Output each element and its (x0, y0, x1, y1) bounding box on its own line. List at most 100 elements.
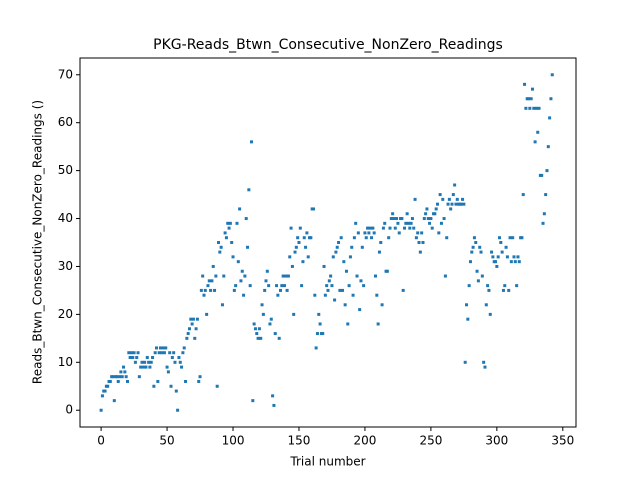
point (412, 226, 416, 230)
point (418, 250, 422, 254)
point (268, 322, 272, 326)
point (511, 236, 515, 240)
point (480, 274, 484, 278)
point (184, 379, 188, 383)
point (311, 207, 315, 211)
point (487, 288, 491, 292)
point (501, 288, 505, 292)
point (504, 245, 508, 249)
point (301, 260, 305, 264)
point (359, 279, 363, 283)
point (305, 231, 309, 235)
point (177, 356, 181, 360)
point (111, 375, 115, 379)
point (322, 264, 326, 268)
point (433, 212, 437, 216)
point (223, 231, 227, 235)
point (265, 269, 269, 273)
point (141, 365, 145, 369)
point (326, 288, 330, 292)
point (375, 293, 379, 297)
point (242, 293, 246, 297)
point (354, 221, 358, 225)
point (122, 365, 126, 369)
point (463, 360, 467, 364)
point (524, 106, 528, 110)
point (220, 303, 224, 307)
point (508, 236, 512, 240)
point (115, 375, 119, 379)
point (206, 284, 210, 288)
point (479, 250, 483, 254)
point (153, 351, 157, 355)
point (123, 370, 127, 374)
point (545, 169, 549, 173)
point (269, 317, 273, 321)
point (420, 231, 424, 235)
point (148, 365, 152, 369)
point (497, 236, 501, 240)
point (494, 260, 498, 264)
point (186, 332, 190, 336)
point (409, 221, 413, 225)
point (482, 360, 486, 364)
point (207, 279, 211, 283)
point (388, 226, 392, 230)
point (343, 303, 347, 307)
point (290, 264, 294, 268)
point (339, 236, 343, 240)
point (534, 106, 538, 110)
point (426, 217, 430, 221)
point (292, 312, 296, 316)
point (156, 379, 160, 383)
point (447, 197, 451, 201)
point (466, 317, 470, 321)
point (425, 207, 429, 211)
point (541, 221, 545, 225)
point (352, 236, 356, 240)
point (244, 217, 248, 221)
point (247, 188, 251, 192)
x-tick-label: 150 (288, 434, 311, 448)
point (500, 250, 504, 254)
point (401, 288, 405, 292)
point (118, 375, 122, 379)
point (133, 360, 137, 364)
point (252, 322, 256, 326)
point (503, 284, 507, 288)
point (542, 212, 546, 216)
point (197, 379, 201, 383)
point (151, 356, 155, 360)
point (165, 365, 169, 369)
point (203, 288, 207, 292)
point (512, 255, 516, 259)
x-tick-label: 50 (159, 434, 174, 448)
point (549, 97, 553, 101)
point (517, 260, 521, 264)
point (533, 140, 537, 144)
point (430, 226, 434, 230)
point (367, 231, 371, 235)
point (380, 303, 384, 307)
point (272, 403, 276, 407)
point (364, 236, 368, 240)
point (228, 221, 232, 225)
point (523, 82, 527, 86)
point (288, 255, 292, 259)
point (461, 197, 465, 201)
point (358, 308, 362, 312)
point (162, 351, 166, 355)
point (189, 317, 193, 321)
point (281, 274, 285, 278)
point (129, 351, 133, 355)
point (155, 346, 159, 350)
point (468, 260, 472, 264)
point (313, 293, 317, 297)
point (383, 221, 387, 225)
point (370, 236, 374, 240)
point (297, 241, 301, 244)
point (406, 221, 410, 225)
point (264, 279, 268, 283)
point (251, 399, 255, 403)
point (173, 360, 177, 364)
